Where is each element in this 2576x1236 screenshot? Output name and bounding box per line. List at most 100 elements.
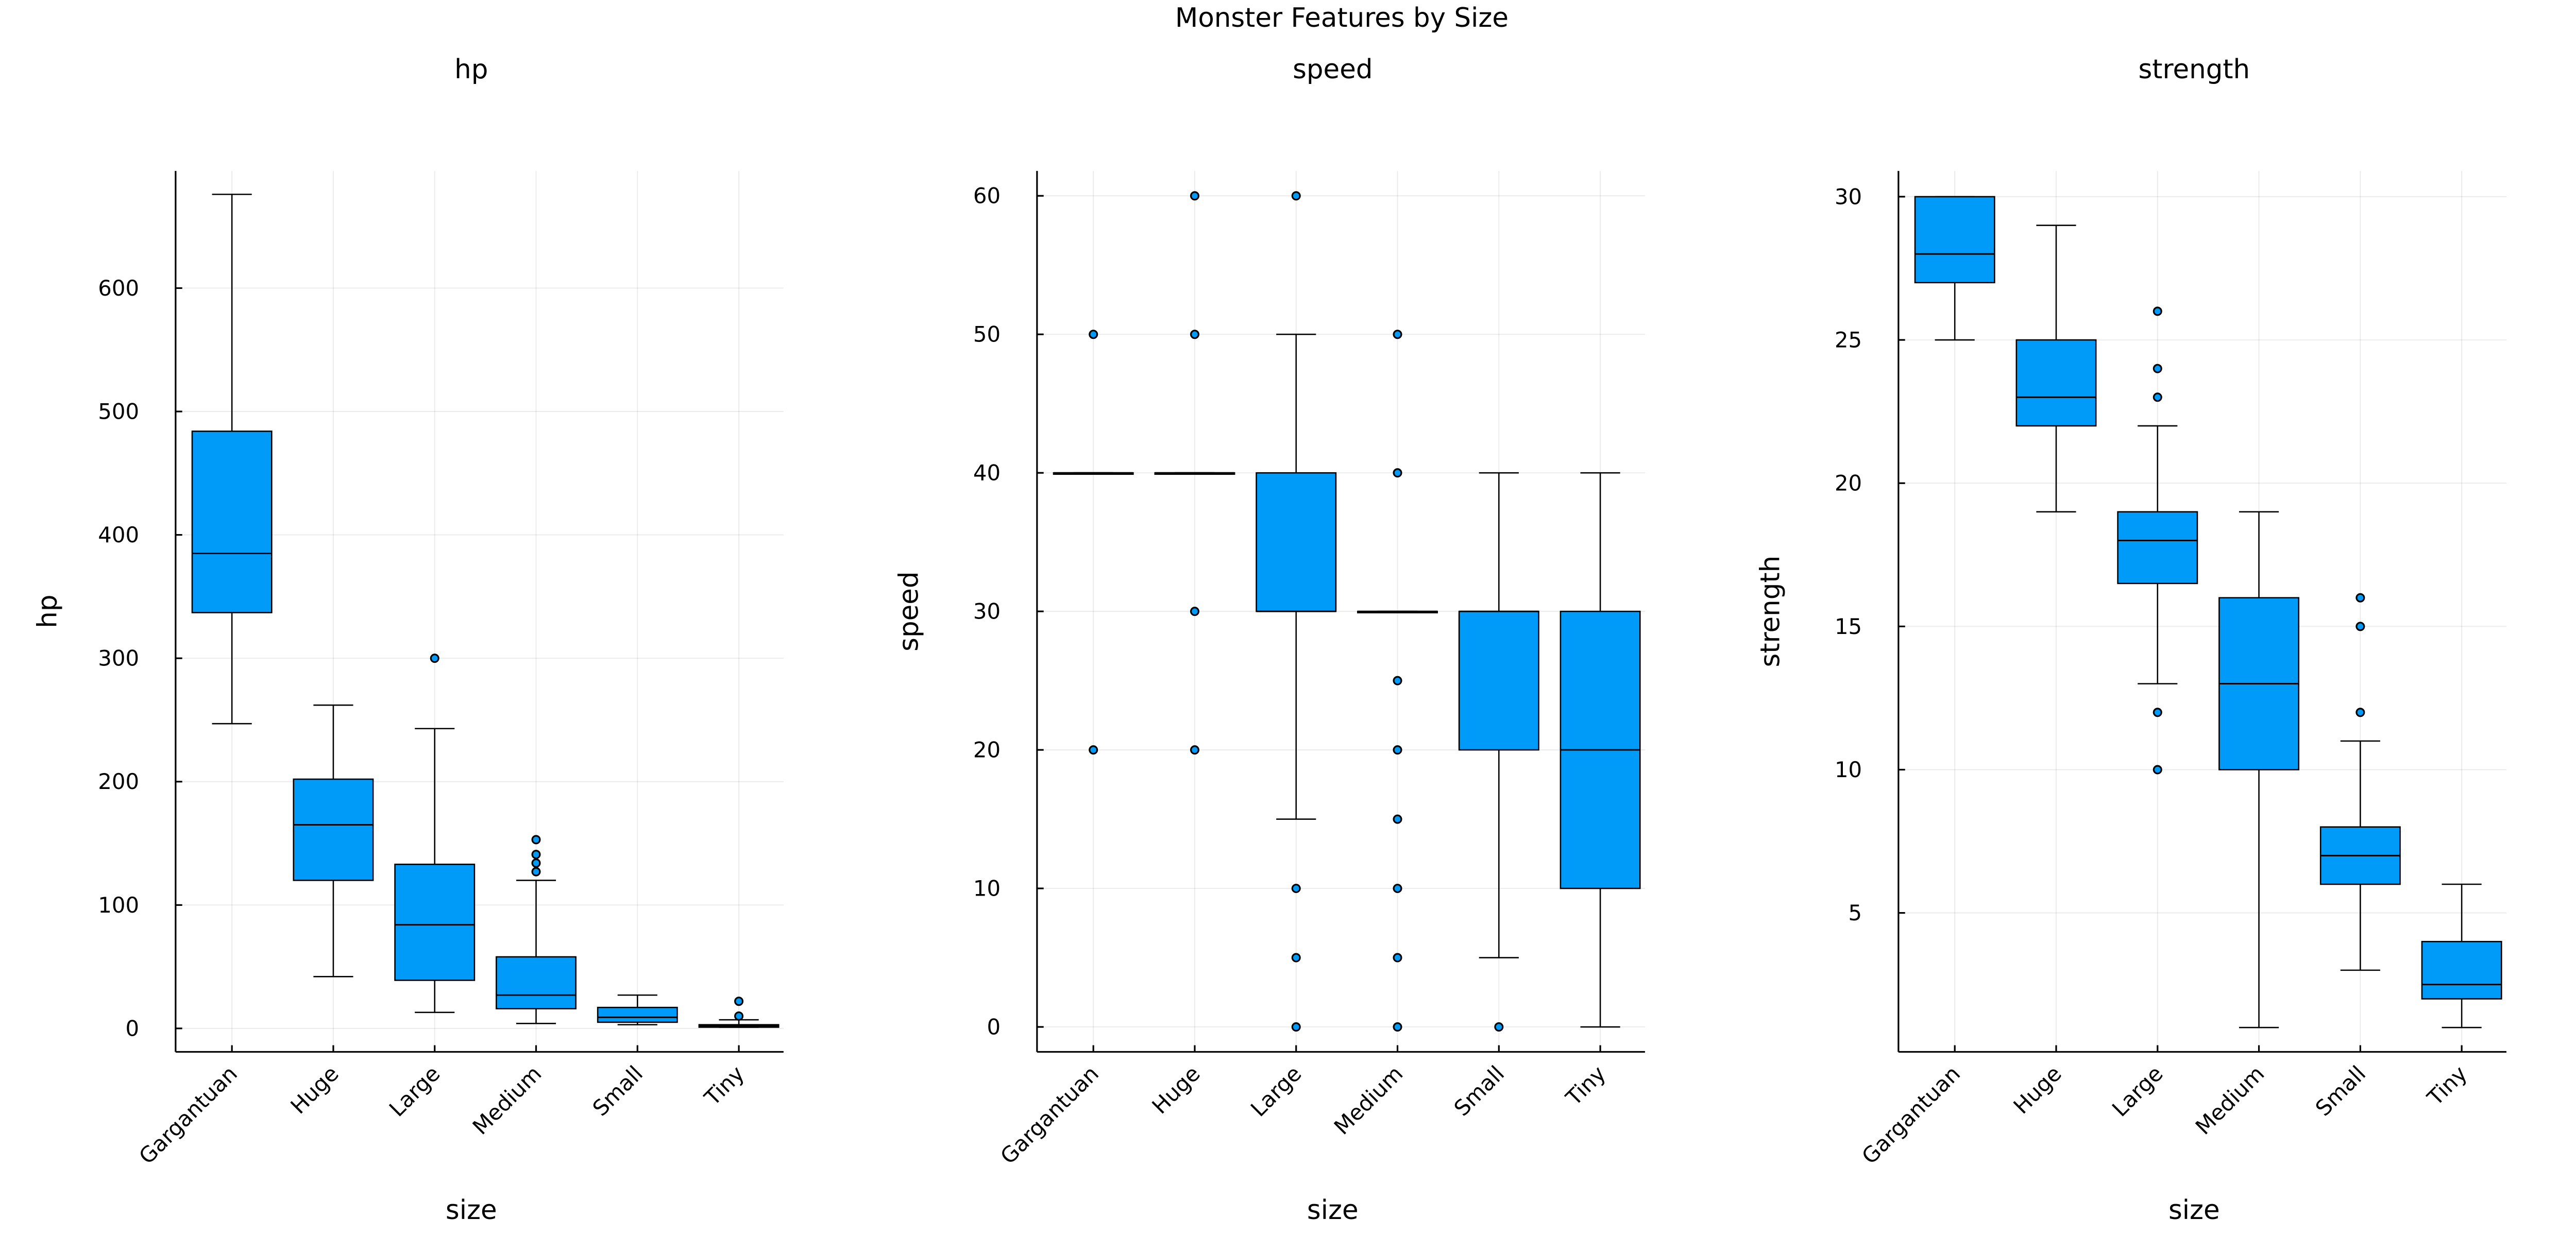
outlier-point — [1291, 191, 1301, 201]
outlier-point — [734, 1011, 744, 1021]
outlier-point — [2153, 765, 2162, 775]
box-iqr — [2421, 940, 2502, 1000]
outlier-point — [1393, 468, 1402, 478]
outlier-point — [1393, 676, 1402, 685]
outlier-point — [531, 867, 541, 877]
box-medium — [496, 835, 577, 1024]
outlier-point — [1393, 330, 1402, 339]
x-axis-label: size — [446, 1195, 497, 1226]
box-huge — [2015, 225, 2097, 513]
y-tick-label: 400 — [98, 522, 139, 547]
outlier-point — [1393, 953, 1402, 963]
y-tick-label: 600 — [98, 276, 139, 301]
box-large — [1256, 191, 1337, 1032]
x-tick-label: Tiny — [699, 1061, 749, 1111]
y-tick-label: 25 — [1835, 328, 1862, 353]
box-small — [597, 994, 678, 1026]
x-tick-label: Medium — [1329, 1061, 1408, 1140]
x-tick-label: Medium — [2191, 1061, 2269, 1140]
y-tick-label: 20 — [973, 737, 1001, 763]
box-iqr — [496, 956, 577, 1009]
box-tiny — [2421, 883, 2502, 1028]
y-tick-label: 30 — [973, 599, 1001, 624]
outlier-point — [1190, 330, 1199, 339]
outlier-point — [1190, 191, 1199, 201]
x-tick-label: Huge — [285, 1061, 344, 1119]
y-axis-label: strength — [1755, 556, 1786, 667]
x-tick-label: Small — [587, 1061, 648, 1121]
panel-strength: 5 10 15 20 25 30 Gargantuan Huge Large Medium Smal… — [1755, 54, 2506, 1226]
box-gargantuan — [191, 194, 273, 725]
box-iqr — [293, 778, 374, 881]
y-tick-label: 500 — [98, 399, 139, 424]
outlier-point — [430, 654, 439, 663]
outlier-point — [2355, 593, 2365, 603]
box-large — [2117, 306, 2198, 775]
outlier-point — [2355, 708, 2365, 717]
x-tick-label: Tiny — [1561, 1061, 1611, 1111]
x-tick-label: Gargantuan — [995, 1061, 1104, 1169]
box-medium — [2218, 511, 2300, 1028]
y-tick-label: 10 — [1835, 757, 1862, 782]
y-tick-label: 5 — [1849, 900, 1862, 925]
x-tick-label: Large — [384, 1061, 445, 1122]
y-tick-label: 20 — [1835, 471, 1862, 496]
outlier-point — [1291, 953, 1301, 963]
y-tick-label: 15 — [1835, 614, 1862, 639]
x-tick-label: Medium — [468, 1061, 547, 1140]
outlier-point — [734, 997, 744, 1006]
box-iqr — [2015, 339, 2097, 427]
box-medium — [1357, 330, 1438, 1032]
outlier-point — [531, 858, 541, 868]
box-iqr — [1256, 472, 1337, 612]
x-tick-label: Large — [1246, 1061, 1307, 1122]
x-tick-label: Gargantuan — [1857, 1061, 1965, 1169]
outlier-point — [1291, 1022, 1301, 1032]
box-iqr — [191, 431, 273, 613]
panel-title: hp — [454, 54, 488, 85]
outlier-point — [2355, 622, 2365, 631]
outlier-point — [1190, 745, 1199, 755]
chart-title: Monster Features by Size — [1175, 3, 1509, 33]
y-tick-label: 100 — [98, 892, 139, 918]
y-axis-label: speed — [893, 571, 924, 651]
y-tick-label: 300 — [98, 646, 139, 671]
box-iqr — [1458, 610, 1539, 751]
x-tick-label: Large — [2107, 1061, 2168, 1122]
y-tick-label: 200 — [98, 769, 139, 794]
y-tick-label: 0 — [987, 1014, 1001, 1039]
outlier-point — [1393, 884, 1402, 894]
outlier-point — [1291, 884, 1301, 894]
outlier-point — [1089, 330, 1098, 339]
box-small — [1458, 472, 1539, 1032]
x-tick-label: Gargantuan — [134, 1061, 242, 1169]
outlier-point — [1393, 1022, 1402, 1032]
box-tiny — [698, 997, 779, 1028]
panel-title: strength — [2139, 54, 2250, 85]
y-tick-label: 0 — [126, 1016, 140, 1041]
outlier-point — [2153, 306, 2162, 316]
outlier-point — [1190, 607, 1199, 616]
x-tick-label: Huge — [1147, 1061, 1205, 1119]
outlier-point — [2153, 708, 2162, 717]
outlier-point — [2153, 364, 2162, 373]
box-huge — [293, 704, 374, 977]
x-tick-label: Small — [2311, 1061, 2371, 1121]
box-tiny — [1560, 472, 1641, 1028]
y-tick-label: 40 — [973, 460, 1001, 486]
outlier-point — [1494, 1022, 1504, 1032]
box-iqr — [394, 863, 476, 981]
outlier-point — [531, 835, 541, 845]
box-large — [394, 654, 476, 1014]
box-iqr — [2117, 511, 2198, 585]
outlier-point — [1089, 745, 1098, 755]
x-tick-label: Tiny — [2422, 1061, 2472, 1111]
y-tick-label: 10 — [973, 876, 1001, 901]
x-axis-label: size — [1307, 1195, 1359, 1226]
y-tick-label: 30 — [1835, 184, 1862, 209]
y-tick-label: 50 — [973, 322, 1001, 347]
x-axis-label: size — [2168, 1195, 2220, 1226]
box-gargantuan — [1053, 330, 1134, 755]
panel-speed: 0 10 20 30 40 50 60 Gargantuan Huge Large Medium Sm… — [893, 54, 1645, 1226]
